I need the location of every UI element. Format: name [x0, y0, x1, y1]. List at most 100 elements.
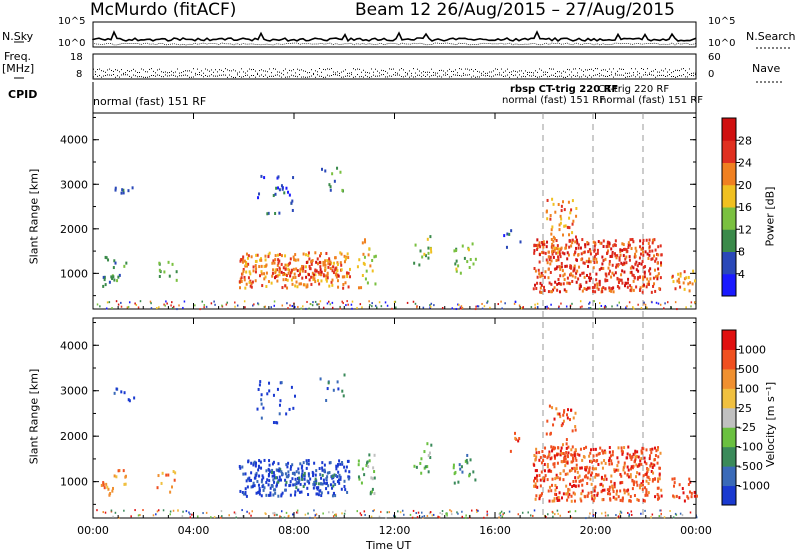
ground-scatter-cell	[581, 305, 583, 308]
scatter-cell	[327, 484, 330, 488]
scatter-cell	[554, 488, 557, 492]
nave-dot	[589, 74, 590, 76]
ground-scatter-cell	[551, 510, 554, 513]
scatter-cell	[334, 474, 337, 478]
scatter-cell	[264, 264, 267, 268]
nave-dot	[427, 74, 428, 76]
ground-scatter-cell	[108, 301, 111, 304]
nave-dot	[293, 75, 294, 77]
nave-dot	[223, 74, 224, 76]
freq-dot	[321, 71, 322, 73]
scatter-cell	[109, 492, 112, 496]
scatter-cell	[171, 485, 174, 489]
freq-dot	[299, 69, 300, 71]
scatter-cell	[660, 261, 663, 265]
scatter-cell	[623, 461, 626, 465]
freq-dot	[565, 71, 566, 73]
nave-dot	[299, 74, 300, 76]
scatter-cell	[653, 238, 656, 242]
scatter-cell	[556, 476, 559, 480]
scatter-cell	[642, 277, 645, 281]
scatter-cell	[595, 252, 598, 256]
ground-scatter-cell	[461, 515, 463, 518]
scatter-cell	[307, 474, 310, 478]
nave-dot	[505, 75, 506, 77]
freq-dot	[431, 68, 432, 70]
scatter-cell	[158, 261, 161, 265]
freq-dot	[611, 71, 612, 73]
nave-dot	[169, 75, 170, 77]
scatter-cell	[315, 469, 318, 473]
scatter-cell	[535, 451, 538, 455]
scatter-cell	[590, 459, 593, 463]
nave-dot	[541, 75, 542, 77]
scatter-cell	[543, 242, 546, 246]
nave-dot	[639, 76, 640, 78]
nave-dot	[103, 75, 104, 77]
scatter-cell	[641, 260, 644, 264]
scatter-cell	[455, 249, 458, 253]
colorbar-segment	[722, 388, 736, 409]
scatter-cell	[535, 287, 538, 291]
scatter-cell	[289, 257, 292, 261]
ground-scatter-cell	[272, 512, 274, 515]
scatter-cell	[254, 270, 257, 274]
ground-scatter-cell	[359, 303, 362, 306]
scatter-cell	[312, 474, 315, 478]
nave-dot	[221, 74, 222, 76]
scatter-cell	[660, 253, 663, 257]
scatter-cell	[317, 482, 320, 486]
scatter-cell	[275, 484, 278, 488]
scatter-cell	[342, 394, 345, 398]
scatter-cell	[584, 466, 587, 470]
scatter-cell	[649, 454, 652, 458]
nave-dot	[643, 74, 644, 76]
scatter-cell	[589, 260, 592, 264]
freq-dot	[345, 69, 346, 71]
scatter-cell	[603, 488, 606, 492]
scatter-cell	[611, 453, 614, 457]
scatter-cell	[586, 482, 589, 486]
ground-scatter-cell	[137, 514, 140, 517]
scatter-cell	[348, 470, 351, 474]
scatter-cell	[373, 453, 376, 457]
scatter-cell	[463, 256, 466, 260]
scatter-cell	[364, 240, 367, 244]
ground-scatter-cell	[500, 510, 503, 513]
scatter-cell	[338, 473, 341, 477]
nave-dot	[421, 76, 422, 78]
scatter-cell	[583, 475, 586, 479]
ground-scatter-cell	[616, 516, 619, 519]
scatter-cell	[506, 232, 509, 236]
scatter-cell	[650, 290, 653, 294]
ground-scatter-cell	[456, 511, 458, 514]
ground-scatter-cell	[630, 510, 633, 513]
scatter-cell	[363, 238, 366, 242]
scatter-cell	[612, 273, 615, 277]
scatter-cell	[617, 468, 620, 472]
nave-dot	[455, 74, 456, 76]
scatter-cell	[363, 255, 366, 259]
ground-scatter-cell	[527, 511, 529, 514]
scatter-cell	[519, 240, 522, 244]
nave-dot	[503, 75, 504, 77]
scatter-cell	[327, 491, 330, 495]
ground-scatter-cell	[327, 300, 330, 303]
ground-scatter-cell	[345, 304, 347, 307]
scatter-cell	[606, 241, 609, 245]
scatter-cell	[550, 290, 553, 294]
ground-scatter-cell	[356, 306, 358, 309]
scatter-cell	[573, 451, 576, 455]
ground-scatter-cell	[640, 306, 643, 309]
scatter-cell	[292, 483, 295, 487]
scatter-cell	[533, 266, 536, 270]
scatter-cell	[565, 460, 568, 464]
scatter-cell	[554, 477, 557, 481]
ground-scatter-cell	[196, 515, 199, 518]
scatter-cell	[638, 261, 641, 265]
scatter-cell	[627, 245, 630, 249]
ground-scatter-cell	[273, 511, 276, 514]
scatter-cell	[585, 474, 588, 478]
ground-scatter-cell	[364, 513, 366, 516]
